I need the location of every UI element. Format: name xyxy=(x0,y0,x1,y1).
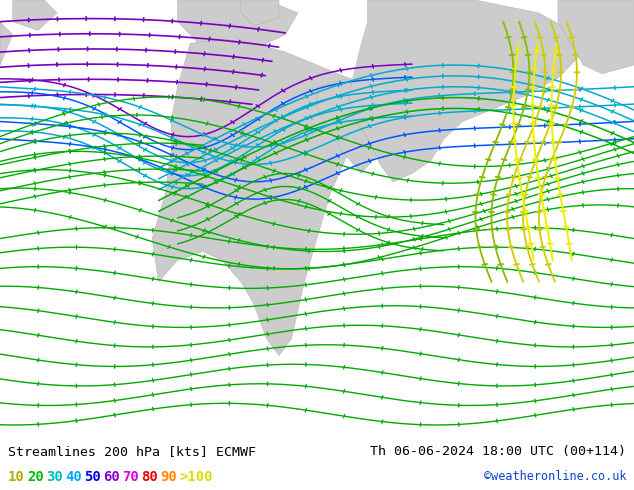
Text: 40: 40 xyxy=(65,470,82,484)
Text: 30: 30 xyxy=(46,470,63,484)
Polygon shape xyxy=(0,22,13,65)
Text: Th 06-06-2024 18:00 UTC (00+114): Th 06-06-2024 18:00 UTC (00+114) xyxy=(370,445,626,458)
Polygon shape xyxy=(152,39,361,356)
Text: Streamlines 200 hPa [kts] ECMWF: Streamlines 200 hPa [kts] ECMWF xyxy=(8,445,256,458)
Text: >100: >100 xyxy=(179,470,212,484)
Text: 90: 90 xyxy=(160,470,177,484)
Polygon shape xyxy=(241,0,279,26)
Text: 80: 80 xyxy=(141,470,158,484)
Text: ©weatheronline.co.uk: ©weatheronline.co.uk xyxy=(484,470,626,483)
Text: 50: 50 xyxy=(84,470,101,484)
Polygon shape xyxy=(349,0,583,182)
Polygon shape xyxy=(13,0,57,30)
Text: 70: 70 xyxy=(122,470,139,484)
Polygon shape xyxy=(317,78,393,173)
Text: 10: 10 xyxy=(8,470,25,484)
Text: 60: 60 xyxy=(103,470,120,484)
Polygon shape xyxy=(178,0,298,56)
Text: 20: 20 xyxy=(27,470,44,484)
Polygon shape xyxy=(558,0,634,74)
